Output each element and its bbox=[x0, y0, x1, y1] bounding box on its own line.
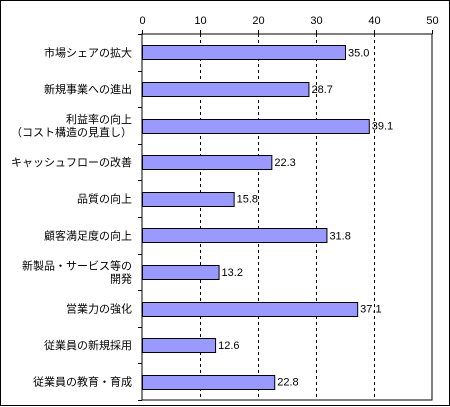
category-label-9: 従業員の教育・育成 bbox=[33, 375, 132, 389]
bar-9 bbox=[142, 375, 276, 390]
value-label-2: 39.1 bbox=[372, 121, 393, 133]
category-label-3: キャッシュフローの改善 bbox=[11, 155, 132, 169]
category-label-8: 従業員の新規採用 bbox=[44, 338, 132, 352]
bar-5 bbox=[142, 228, 328, 243]
value-label-5: 31.8 bbox=[329, 230, 350, 242]
category-label-6-line-1: 開発 bbox=[110, 271, 132, 285]
bar-1 bbox=[142, 82, 310, 97]
bar-3 bbox=[142, 155, 273, 170]
value-label-6: 13.2 bbox=[222, 267, 243, 279]
category-label-2-line-0: 利益率の向上 bbox=[66, 112, 132, 126]
category-label-6-line-0: 新製品・サービス等の bbox=[22, 258, 132, 272]
bar-2 bbox=[142, 119, 370, 134]
category-label-0: 市場シェアの拡大 bbox=[44, 45, 132, 59]
category-label-4: 品質の向上 bbox=[77, 192, 132, 206]
value-label-0: 35.0 bbox=[348, 47, 369, 59]
x-tick-label-30: 30 bbox=[310, 15, 322, 27]
x-tick-label-0: 0 bbox=[139, 15, 145, 27]
x-tick-labels: 0 10 20 30 40 50 bbox=[139, 15, 438, 27]
value-label-3: 22.3 bbox=[274, 157, 295, 169]
value-labels: 35.0 28.7 39.1 22.3 15.8 31.8 13.2 37.1 12.6 22.8 bbox=[218, 47, 393, 388]
value-label-8: 12.6 bbox=[218, 340, 239, 352]
x-tick-label-40: 40 bbox=[368, 15, 380, 27]
bar-4 bbox=[142, 192, 235, 207]
bar-0 bbox=[142, 45, 346, 60]
value-label-1: 28.7 bbox=[311, 84, 332, 96]
value-label-9: 22.8 bbox=[277, 377, 298, 389]
bar-6 bbox=[142, 265, 220, 280]
bars bbox=[142, 45, 370, 390]
x-tick-label-10: 10 bbox=[194, 15, 206, 27]
x-tick-label-20: 20 bbox=[252, 15, 264, 27]
x-tick-label-50: 50 bbox=[426, 15, 438, 27]
axes bbox=[138, 30, 433, 401]
category-label-2-line-1: （コスト構造の見直し） bbox=[11, 125, 132, 139]
bar-7 bbox=[142, 302, 359, 317]
category-label-1: 新規事業への進出 bbox=[44, 82, 132, 96]
value-label-7: 37.1 bbox=[360, 304, 381, 316]
category-label-5: 顧客満足度の向上 bbox=[44, 228, 132, 242]
bar-8 bbox=[142, 338, 217, 353]
value-label-4: 15.8 bbox=[237, 194, 258, 206]
category-label-7: 営業力の強化 bbox=[66, 302, 132, 316]
